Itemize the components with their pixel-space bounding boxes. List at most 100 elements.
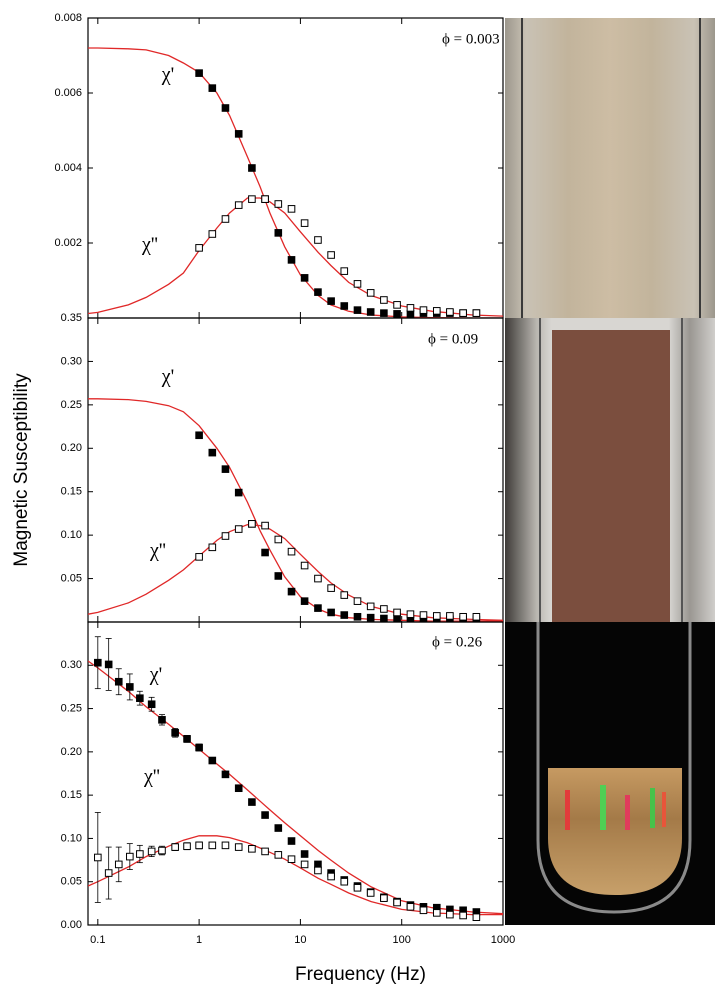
data-point <box>234 525 243 533</box>
data-point <box>287 855 296 864</box>
y-tick-label: 0.002 <box>54 237 82 249</box>
x-tick-label: 10 <box>294 934 306 946</box>
data-point <box>340 302 349 310</box>
y-tick-label: 0.008 <box>54 12 82 24</box>
y-tick-label: 0.00 <box>61 919 82 931</box>
fit-line <box>88 47 503 318</box>
data-point <box>104 869 113 877</box>
data-point <box>287 256 296 264</box>
data-point <box>366 889 375 897</box>
data-point <box>261 548 269 557</box>
data-point <box>158 846 166 855</box>
data-point <box>472 309 481 317</box>
data-point <box>380 605 388 613</box>
data-point <box>393 310 401 318</box>
data-point <box>472 913 481 922</box>
data-point <box>195 69 203 77</box>
data-point <box>432 307 441 315</box>
data-point <box>114 677 123 686</box>
data-point <box>248 520 256 528</box>
data-point <box>171 729 179 737</box>
data-point <box>419 611 428 619</box>
data-point <box>327 872 335 881</box>
data-point <box>314 236 322 244</box>
data-point <box>234 488 243 497</box>
photos <box>505 18 715 925</box>
opal-streak <box>600 785 606 830</box>
data-point <box>380 894 388 902</box>
x-tick-label: 100 <box>393 934 411 946</box>
plot-frame <box>87 621 504 926</box>
data-point <box>287 547 296 556</box>
data-point <box>353 280 362 288</box>
data-point <box>340 611 349 619</box>
data-point <box>366 289 375 297</box>
data-point <box>314 574 322 583</box>
series-label: χ'' <box>143 766 160 788</box>
panel-annotation: ϕ = 0.09 <box>428 331 478 347</box>
y-tick-label: 0.20 <box>61 746 82 758</box>
data-point <box>171 843 179 851</box>
data-point <box>195 841 203 850</box>
data-point <box>314 288 322 296</box>
data-point <box>234 843 243 851</box>
data-point <box>208 448 217 457</box>
data-point <box>221 104 230 112</box>
series-label: χ'' <box>149 540 166 562</box>
data-point <box>208 230 217 238</box>
data-point <box>274 851 283 859</box>
series-label: χ' <box>149 664 162 686</box>
data-point <box>406 610 415 618</box>
tube-outline <box>536 622 692 914</box>
data-point <box>114 860 123 869</box>
data-point <box>274 535 283 544</box>
data-point <box>183 842 191 851</box>
data-point <box>353 597 362 605</box>
series-label: χ' <box>161 366 174 388</box>
data-point <box>300 597 309 605</box>
data-point <box>300 860 309 869</box>
y-tick-label: 0.10 <box>61 529 82 541</box>
plot-area <box>88 47 503 318</box>
data-point <box>261 811 269 819</box>
data-point <box>104 660 113 669</box>
data-point <box>393 608 401 617</box>
data-point <box>340 877 349 886</box>
data-point <box>366 308 375 316</box>
y-tick-label: 0.25 <box>61 702 82 714</box>
data-point <box>300 561 309 570</box>
data-point <box>446 910 454 919</box>
data-point <box>287 587 296 596</box>
plot-frame <box>87 317 504 623</box>
y-tick-label: 0.35 <box>61 312 82 324</box>
x-tick-label: 0.1 <box>90 934 105 946</box>
data-point <box>147 700 156 709</box>
data-point <box>248 845 256 853</box>
data-point <box>432 909 441 917</box>
data-point <box>221 215 230 223</box>
y-tick-label: 0.15 <box>61 789 82 801</box>
data-point <box>300 274 309 282</box>
panel-annotation: ϕ = 0.003 <box>442 31 500 47</box>
data-point <box>195 743 203 752</box>
data-point <box>287 205 296 213</box>
data-point <box>274 200 283 208</box>
fit-line <box>88 398 503 622</box>
data-point <box>406 903 415 911</box>
data-point <box>208 756 217 765</box>
opal-sample <box>548 768 682 895</box>
data-point <box>366 613 375 622</box>
data-point <box>261 195 269 203</box>
data-point <box>195 553 203 561</box>
data-point <box>274 824 283 832</box>
y-tick-label: 0.30 <box>61 355 82 367</box>
data-point <box>136 694 144 702</box>
y-tick-label: 0.05 <box>61 876 82 888</box>
data-point <box>183 735 191 743</box>
photo-dilute <box>505 18 715 318</box>
x-axis-label: Frequency (Hz) <box>295 964 426 985</box>
ferrofluid <box>552 330 670 622</box>
opal-streak <box>625 795 630 830</box>
data-point <box>234 201 243 209</box>
